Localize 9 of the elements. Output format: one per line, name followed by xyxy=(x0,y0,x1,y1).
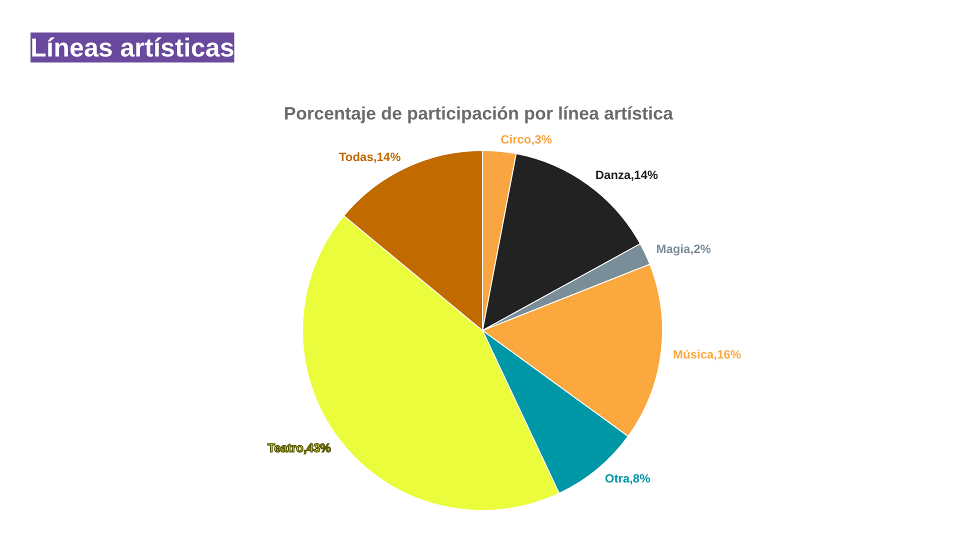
slice-label: Teatro,43% xyxy=(268,441,332,456)
slice-label: Magia,2% xyxy=(656,242,712,256)
text: Líneas artísticas xyxy=(30,32,234,62)
slice-label: Circo,3% xyxy=(500,132,552,146)
chart-title: Porcentaje de participación por línea artística xyxy=(284,104,674,124)
slice-label: Danza,14% xyxy=(595,168,658,182)
slice-label: Música,16% xyxy=(672,348,742,362)
slice-label: Todas,14% xyxy=(338,150,402,164)
slice-label: Otra,8% xyxy=(604,471,651,486)
